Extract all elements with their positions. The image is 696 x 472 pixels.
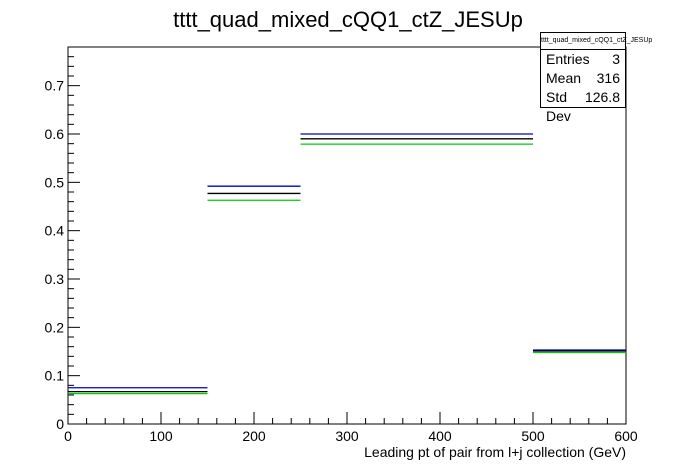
y-tick-label: 0.7 xyxy=(45,78,65,94)
y-tick-label: 0.3 xyxy=(45,271,65,287)
x-axis-label: Leading pt of pair from l+j collection (… xyxy=(364,444,626,460)
y-tick-label: 0.1 xyxy=(45,368,65,384)
x-tick-label: 200 xyxy=(242,428,266,444)
stats-row-mean: Mean 316 xyxy=(541,69,625,88)
stats-value: 316 xyxy=(596,70,620,86)
x-tick-label: 0 xyxy=(64,428,72,444)
y-tick-label: 0.4 xyxy=(45,223,65,239)
y-tick-label: 0.5 xyxy=(45,174,65,190)
stats-value: 126.8 xyxy=(584,89,620,105)
x-tick-label: 500 xyxy=(521,428,545,444)
x-tick-label: 600 xyxy=(614,428,638,444)
y-tick-label: 0.6 xyxy=(45,126,65,142)
stats-box-name: tttt_quad_mixed_cQQ1_ctZ_JESUp xyxy=(541,33,652,50)
x-tick-label: 400 xyxy=(428,428,452,444)
stats-row-entries: Entries 3 xyxy=(541,50,625,69)
histogram-series xyxy=(68,133,626,395)
y-tick-label: 0 xyxy=(56,416,64,432)
stats-box: tttt_quad_mixed_cQQ1_ctZ_JESUp Entries 3… xyxy=(540,32,652,124)
stats-label: Entries xyxy=(546,51,590,67)
stats-row-stddev: Std Dev 126.8 xyxy=(541,88,625,126)
stats-label: Mean xyxy=(546,70,582,86)
chart-title: tttt_quad_mixed_cQQ1_ctZ_JESUp xyxy=(173,7,523,32)
y-tick-label: 0.2 xyxy=(45,319,65,335)
x-tick-label: 300 xyxy=(335,428,359,444)
axis-ticks: 0 0.1 0.2 0.3 0.4 0.5 0.6 0.7 0 100 200 300 400 500 60… xyxy=(45,46,638,444)
x-tick-label: 100 xyxy=(149,428,173,444)
stats-label: Std Dev xyxy=(546,89,571,124)
stats-value: 3 xyxy=(612,51,620,67)
